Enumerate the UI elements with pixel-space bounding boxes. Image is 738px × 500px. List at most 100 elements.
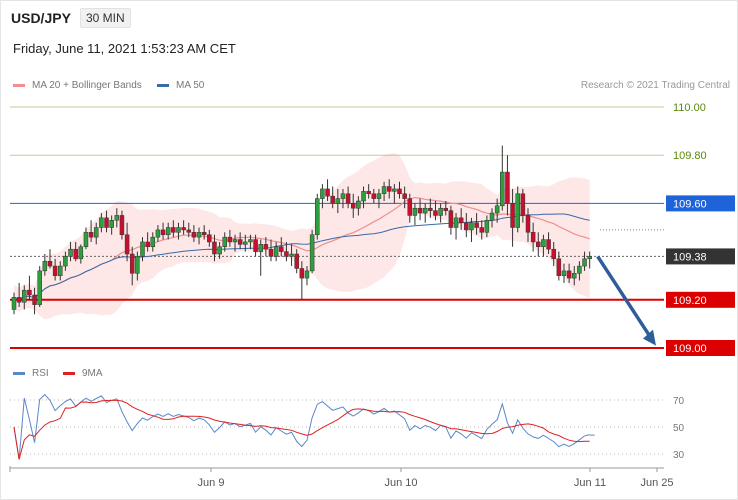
- candle-body[interactable]: [68, 248, 73, 257]
- candle-body[interactable]: [361, 191, 366, 202]
- candle-body[interactable]: [119, 215, 125, 235]
- candle-body[interactable]: [345, 193, 351, 204]
- candle-body[interactable]: [510, 203, 515, 228]
- timeframe-selector[interactable]: 30 MIN: [80, 8, 131, 28]
- candle-body[interactable]: [207, 234, 212, 243]
- candle-body[interactable]: [320, 188, 325, 199]
- candle-body[interactable]: [294, 253, 299, 269]
- candle-body[interactable]: [438, 207, 443, 216]
- candle-body[interactable]: [253, 239, 258, 252]
- candle-body[interactable]: [104, 217, 109, 228]
- candle-body[interactable]: [191, 232, 197, 238]
- candle-body[interactable]: [83, 232, 89, 248]
- candle-body[interactable]: [469, 222, 474, 231]
- candle-body[interactable]: [356, 200, 361, 209]
- candle-body[interactable]: [299, 268, 305, 279]
- candle-body[interactable]: [561, 270, 567, 276]
- candle-body[interactable]: [160, 229, 166, 235]
- candle-body[interactable]: [150, 236, 156, 248]
- candle-body[interactable]: [448, 210, 454, 228]
- candle-body[interactable]: [268, 248, 274, 257]
- candle-body[interactable]: [135, 256, 140, 274]
- candle-body[interactable]: [546, 239, 551, 250]
- candle-body[interactable]: [279, 246, 284, 252]
- candle-body[interactable]: [376, 193, 382, 199]
- candle-body[interactable]: [566, 270, 572, 279]
- candle-body[interactable]: [335, 198, 341, 204]
- candle-body[interactable]: [412, 207, 418, 216]
- candle-body[interactable]: [525, 215, 531, 233]
- candle-body[interactable]: [27, 289, 32, 296]
- candle-body[interactable]: [37, 270, 42, 305]
- candle-body[interactable]: [232, 239, 238, 243]
- candle-body[interactable]: [428, 207, 433, 211]
- candle-body[interactable]: [186, 229, 192, 233]
- candle-body[interactable]: [587, 256, 592, 260]
- candle-body[interactable]: [350, 203, 356, 209]
- candle-body[interactable]: [11, 297, 17, 310]
- candle-body[interactable]: [479, 227, 484, 233]
- candle-body[interactable]: [520, 193, 526, 216]
- candle-body[interactable]: [109, 220, 114, 228]
- candle-body[interactable]: [392, 188, 397, 192]
- candle-body[interactable]: [145, 241, 150, 248]
- candle-body[interactable]: [541, 239, 546, 248]
- candle-body[interactable]: [16, 297, 22, 303]
- candle-body[interactable]: [212, 241, 217, 255]
- candle-body[interactable]: [500, 171, 505, 207]
- candle-body[interactable]: [181, 227, 186, 231]
- candle-body[interactable]: [484, 220, 490, 233]
- candle-body[interactable]: [176, 227, 181, 233]
- candle-body[interactable]: [140, 241, 145, 257]
- candle-body[interactable]: [217, 246, 222, 255]
- candle-body[interactable]: [227, 236, 233, 243]
- candle-body[interactable]: [248, 239, 253, 243]
- candle-body[interactable]: [386, 186, 392, 192]
- candle-body[interactable]: [99, 217, 104, 228]
- candle-body[interactable]: [73, 248, 78, 260]
- candle-body[interactable]: [263, 244, 269, 250]
- candle-body[interactable]: [32, 294, 37, 305]
- candle-body[interactable]: [407, 198, 413, 216]
- candle-body[interactable]: [402, 193, 407, 199]
- candle-body[interactable]: [340, 193, 346, 199]
- candle-body[interactable]: [458, 217, 464, 223]
- candle-body[interactable]: [330, 195, 335, 204]
- candle-body[interactable]: [315, 198, 320, 235]
- candle-body[interactable]: [577, 265, 582, 274]
- candle-body[interactable]: [258, 244, 263, 252]
- candle-body[interactable]: [284, 251, 289, 257]
- candle-body[interactable]: [381, 186, 387, 195]
- candle-body[interactable]: [237, 239, 243, 245]
- candle-body[interactable]: [155, 229, 161, 238]
- candle-body[interactable]: [366, 191, 371, 195]
- candle-body[interactable]: [515, 193, 520, 228]
- candle-body[interactable]: [325, 188, 330, 197]
- candle-body[interactable]: [243, 241, 248, 245]
- candle-body[interactable]: [582, 258, 587, 267]
- candle-body[interactable]: [165, 227, 171, 235]
- candle-body[interactable]: [124, 234, 130, 255]
- candle-body[interactable]: [417, 207, 423, 214]
- candle-body[interactable]: [201, 232, 207, 235]
- candle-body[interactable]: [494, 205, 500, 214]
- candle-body[interactable]: [453, 217, 459, 228]
- candle-body[interactable]: [422, 207, 428, 214]
- candle-body[interactable]: [171, 227, 176, 233]
- candle-body[interactable]: [443, 207, 449, 211]
- candle-body[interactable]: [273, 246, 279, 257]
- candle-body[interactable]: [474, 222, 479, 228]
- candle-body[interactable]: [371, 193, 377, 199]
- candle-body[interactable]: [42, 260, 48, 272]
- candle-body[interactable]: [63, 256, 68, 267]
- candle-body[interactable]: [464, 222, 469, 231]
- candle-body[interactable]: [397, 188, 402, 195]
- candle-body[interactable]: [196, 232, 202, 238]
- candle-body[interactable]: [536, 241, 541, 248]
- candle-body[interactable]: [289, 253, 294, 257]
- candle-body[interactable]: [78, 246, 84, 260]
- candle-body[interactable]: [572, 273, 577, 279]
- candle-body[interactable]: [309, 234, 315, 272]
- candle-body[interactable]: [22, 289, 27, 303]
